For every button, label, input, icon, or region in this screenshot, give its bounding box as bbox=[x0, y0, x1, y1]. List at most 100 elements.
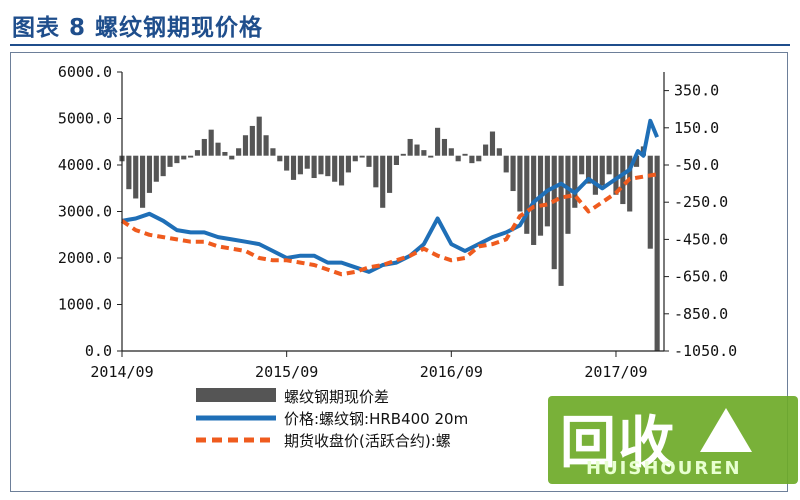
spread-bar bbox=[421, 150, 427, 156]
spread-bar bbox=[215, 142, 221, 156]
spread-bar bbox=[290, 155, 297, 180]
spread-bar bbox=[579, 155, 585, 175]
spread-bar bbox=[146, 155, 153, 193]
chart-frame bbox=[10, 52, 788, 492]
spread-bar bbox=[613, 155, 619, 195]
spread-bar bbox=[140, 155, 146, 208]
spread-bar bbox=[167, 155, 173, 167]
spread-bar bbox=[229, 155, 235, 160]
spread-bar bbox=[208, 129, 214, 156]
watermark-badge bbox=[548, 396, 798, 484]
right-tick-label: -650.0 bbox=[674, 268, 728, 286]
spread-bar bbox=[359, 155, 365, 158]
legend-swatch-spread bbox=[196, 388, 276, 402]
right-tick-label: -450.0 bbox=[674, 230, 728, 248]
spread-bar bbox=[126, 155, 132, 190]
right-tick-label: -1050.0 bbox=[674, 342, 737, 360]
spread-bar bbox=[654, 155, 660, 351]
spread-bar bbox=[277, 155, 283, 162]
right-tick-label: -50.0 bbox=[674, 156, 719, 174]
spread-bar bbox=[284, 155, 290, 171]
spread-bar bbox=[345, 155, 351, 173]
spread-bar bbox=[160, 155, 166, 177]
spread-bar bbox=[373, 155, 379, 188]
spread-bars bbox=[119, 116, 660, 351]
spread-bar bbox=[462, 153, 468, 156]
left-tick-label: 6000.0 bbox=[58, 63, 112, 81]
spread-bar bbox=[386, 155, 393, 193]
spread-bar bbox=[297, 155, 303, 175]
spread-bar bbox=[647, 155, 653, 249]
spread-bar bbox=[455, 155, 461, 162]
spread-bar bbox=[483, 144, 489, 156]
spread-bar bbox=[592, 155, 598, 195]
spread-bar bbox=[188, 155, 194, 158]
spread-bar bbox=[311, 155, 317, 179]
spread-bar bbox=[332, 155, 338, 182]
right-tick-label: 350.0 bbox=[674, 82, 719, 100]
spread-bar bbox=[489, 131, 496, 156]
spread-bar bbox=[133, 155, 139, 199]
spread-bar bbox=[270, 148, 276, 156]
price-lines bbox=[120, 118, 659, 277]
spread-bar bbox=[236, 148, 242, 156]
x-tick-label: 2015/09 bbox=[255, 363, 318, 381]
spread-bar bbox=[338, 155, 345, 186]
spread-bar bbox=[304, 155, 310, 169]
left-tick-label: 0.0 bbox=[85, 342, 112, 360]
spread-bar bbox=[517, 155, 523, 212]
spread-bar bbox=[263, 135, 269, 156]
spread-bar bbox=[407, 138, 413, 156]
futures-line bbox=[120, 172, 658, 277]
spread-bar bbox=[153, 155, 159, 182]
left-tick-label: 5000.0 bbox=[58, 110, 112, 128]
spread-bar bbox=[435, 127, 441, 156]
spread-bar bbox=[510, 155, 516, 192]
chart-axes: 0.0 1000.0 2000.0 3000.0 4000.0 5000.0 6000.0 -… bbox=[58, 63, 737, 381]
spread-bar bbox=[242, 135, 249, 156]
spread-bar bbox=[325, 155, 331, 177]
left-tick-label: 1000.0 bbox=[58, 296, 112, 314]
spread-bar bbox=[380, 155, 386, 208]
spread-bar bbox=[428, 155, 434, 158]
spread-bar bbox=[585, 155, 592, 184]
spread-bar bbox=[222, 151, 228, 156]
spread-bar bbox=[400, 153, 406, 156]
spread-bar bbox=[448, 148, 454, 156]
watermark-text: 回收 bbox=[560, 411, 676, 476]
spread-bar bbox=[469, 155, 475, 164]
spread-bar bbox=[393, 155, 400, 165]
x-tick-label: 2017/09 bbox=[584, 363, 647, 381]
spread-bar bbox=[551, 155, 557, 270]
spread-bar bbox=[256, 116, 262, 156]
right-tick-label: -850.0 bbox=[674, 305, 728, 323]
watermark-logo-icon bbox=[700, 408, 752, 452]
right-tick-label: -250.0 bbox=[674, 193, 728, 211]
spread-bar bbox=[627, 155, 633, 212]
x-tick-label: 2016/09 bbox=[420, 363, 483, 381]
spread-bar bbox=[194, 150, 201, 156]
spread-bar bbox=[606, 155, 612, 175]
figure-title: 图表 8 螺纹钢期现价格 bbox=[12, 15, 264, 41]
spread-bar bbox=[318, 155, 324, 175]
left-tick-label: 4000.0 bbox=[58, 156, 112, 174]
spread-bar bbox=[599, 155, 605, 186]
spread-bar bbox=[524, 155, 530, 234]
x-tick-label: 2014/09 bbox=[90, 363, 153, 381]
spread-bar bbox=[503, 155, 509, 173]
spread-bar bbox=[558, 155, 564, 286]
spread-bar bbox=[174, 155, 180, 164]
spread-bar bbox=[633, 155, 640, 167]
spread-bar bbox=[476, 155, 482, 162]
spread-bar bbox=[620, 155, 626, 205]
left-tick-label: 3000.0 bbox=[58, 203, 112, 221]
legend-label-futures: 期货收盘价(活跃合约):螺 bbox=[284, 432, 451, 450]
title-rule bbox=[10, 44, 790, 46]
watermark-subtext: HUISHOUREN bbox=[586, 458, 742, 479]
legend-label-spot: 价格:螺纹钢:HRB400 20m bbox=[284, 410, 468, 428]
left-tick-label: 2000.0 bbox=[58, 249, 112, 267]
spread-bar bbox=[441, 138, 448, 156]
